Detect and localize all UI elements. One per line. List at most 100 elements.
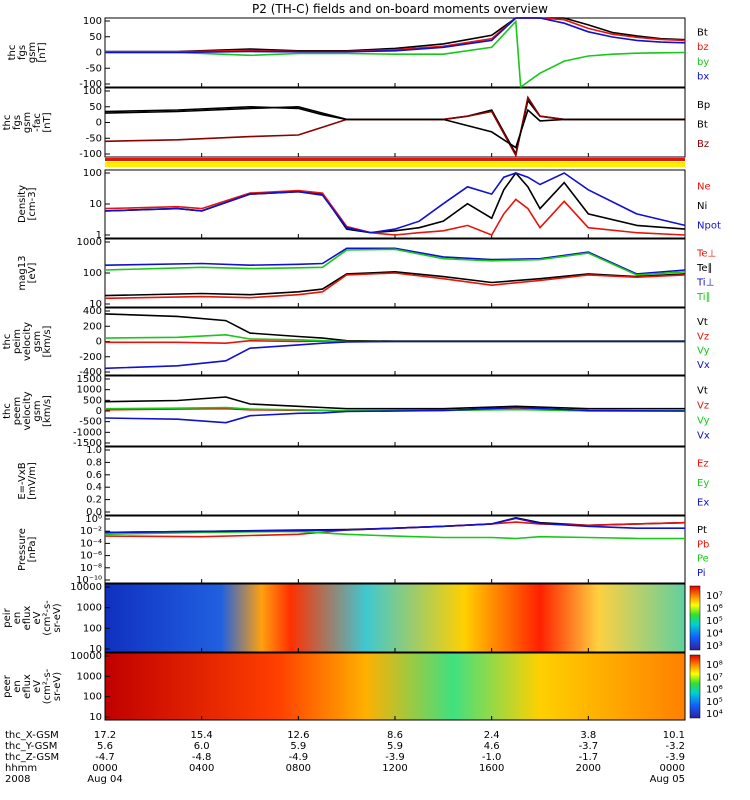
y-axis-label-line: [eV] (27, 263, 38, 284)
ephemeris-value: 1600 (479, 763, 504, 774)
ephemeris-value: 8.6 (387, 730, 403, 741)
y-axis-label-line: [nT] (42, 112, 53, 132)
legend-entry: Ne (697, 182, 711, 193)
legend-entry: Npot (697, 220, 721, 231)
y-axis-label-line: fgs (12, 115, 23, 130)
y-axis-label-line: fgs (17, 45, 28, 60)
y-axis-label: Density[cm-3] (17, 185, 38, 223)
panel-temperature: 1000 100 10 mag13[eV] Te⊥ Te∥ Ti⊥ Ti∥ (17, 237, 716, 310)
y-axis-label-line: eV (32, 611, 43, 624)
y-tick-label: 0.6 (86, 470, 102, 481)
ephemeris-value: 3.8 (580, 730, 596, 741)
ephemeris-value: 5.9 (290, 741, 306, 752)
y-tick-label: 10⁻⁴ (80, 538, 102, 549)
panel-fgs_fac: 100 50 0 -50 -100 thcfgsgsm-fac[nT] Bp Bt Bz (2, 86, 710, 160)
legend-entry: Vt (697, 386, 708, 397)
panel-peim_velocity: 400 200 0 -200 -400 thcpeimvelocitygsm[km/s] V… (2, 306, 710, 378)
ephemeris-value: 0000 (660, 763, 685, 774)
legend-entry: Vy (697, 416, 710, 427)
colorbar-tick-label: 10⁴ (706, 629, 723, 640)
ephemeris-value: -3.9 (385, 752, 405, 763)
y-tick-label: 50 (89, 102, 102, 113)
y-tick-label: 1500 (77, 374, 102, 385)
series-line-Ti⊥ (104, 247, 686, 275)
y-tick-label: 10 (89, 199, 102, 210)
mode-bar-yellow (105, 162, 685, 167)
legend-entry: Bp (697, 100, 710, 111)
legend-entry: Bt (697, 120, 708, 131)
legend-entry: Te⊥ (696, 248, 716, 259)
y-tick-label: 10 (89, 712, 102, 723)
y-tick-label: -500 (79, 417, 102, 428)
y-tick-label: 100 (83, 692, 102, 703)
y-tick-label: 10⁻⁶ (80, 551, 102, 562)
y-tick-label: 0.0 (86, 507, 102, 518)
y-tick-label: 100 (83, 86, 102, 97)
y-tick-label: 100 (83, 16, 102, 27)
legend-entry: Vx (697, 431, 710, 442)
colorbar-tick-label: 10⁵ (706, 616, 723, 627)
spectrogram-image (105, 653, 685, 720)
y-axis-label-line: velocity (22, 391, 33, 430)
y-axis-label-line: gsm (32, 331, 43, 352)
series-line-Ni (104, 171, 686, 234)
legend-entry: by (697, 57, 709, 68)
colorbar-tick-label: 10⁷ (706, 591, 723, 602)
series-line-Ti∥ (104, 248, 686, 276)
legend-entry: Pe (697, 554, 709, 565)
y-tick-label: 10⁻⁸ (80, 563, 102, 574)
ephemeris-value: 0400 (189, 763, 214, 774)
legend-entry: Ni (697, 201, 707, 212)
y-tick-label: 0 (96, 337, 102, 348)
panel-frame (104, 446, 686, 516)
y-axis-label-line: [nPa] (27, 536, 38, 562)
y-tick-label: 1 (96, 230, 102, 241)
series-line-Vy (104, 406, 685, 412)
ephemeris-value: 17.2 (94, 730, 116, 741)
panel-frame (104, 169, 686, 239)
y-axis-label-line: [nT] (37, 42, 48, 62)
y-axis-label-line: (cm²-s- (42, 668, 53, 704)
y-tick-label: -50 (86, 133, 102, 144)
ephemeris-value: 0000 (92, 763, 117, 774)
colorbar-tick-label: 10⁵ (706, 697, 723, 708)
y-tick-label: 400 (83, 306, 102, 317)
series-line-Ne (104, 189, 686, 236)
panel-efield: 1.00.8 0.60.4 0.20.0 E=-VxB[mV/m] Ez Ey Ex (17, 445, 709, 518)
legend-entry: bx (697, 72, 709, 83)
y-tick-label: 1000 (77, 671, 102, 682)
legend-entry: Ey (697, 478, 709, 489)
y-tick-label: 200 (83, 321, 102, 332)
y-tick-label: -1000 (73, 427, 102, 438)
y-axis-label-line: en (12, 680, 23, 693)
y-axis-label-line: [mV/m] (27, 462, 38, 500)
legend-entry: Vz (697, 401, 709, 412)
ephemeris-value: 10.1 (663, 730, 685, 741)
y-tick-label: 10⁻¹⁰ (76, 575, 102, 586)
ephemeris-value: -1.0 (482, 752, 502, 763)
series-line-Bp (104, 105, 685, 149)
y-axis-label-line: eflux (22, 606, 33, 631)
ephemeris-row-label: 2008 (5, 774, 30, 785)
series-line-Te⊥ (104, 272, 686, 300)
series-line-by (105, 19, 686, 89)
ephemeris-value: 5.6 (97, 741, 113, 752)
colorbar-tick-label: 10⁶ (706, 604, 723, 615)
ephemeris-value: 4.6 (484, 741, 500, 752)
y-tick-label: 10⁰ (85, 514, 102, 525)
y-axis-label-line: thc (2, 403, 13, 419)
y-axis-label: thcpeirenefluxeV(cm²-s-sr-eV) (0, 600, 63, 636)
y-tick-label: 1.0 (86, 445, 102, 456)
y-axis-label: thcpeemvelocitygsm[km/s] (2, 391, 53, 430)
panel-density: 100 10 1 Density[cm-3] Ne Ni Npot (17, 168, 721, 241)
legend-entry: Ti∥ (696, 292, 711, 303)
legend-entry: Vt (697, 317, 708, 328)
series-line-Bt (104, 98, 685, 157)
y-tick-label: -100 (79, 79, 102, 90)
y-axis-label-line: (cm²-s- (42, 600, 53, 636)
colorbar (689, 654, 701, 719)
y-axis-label-line: peim (12, 329, 23, 354)
